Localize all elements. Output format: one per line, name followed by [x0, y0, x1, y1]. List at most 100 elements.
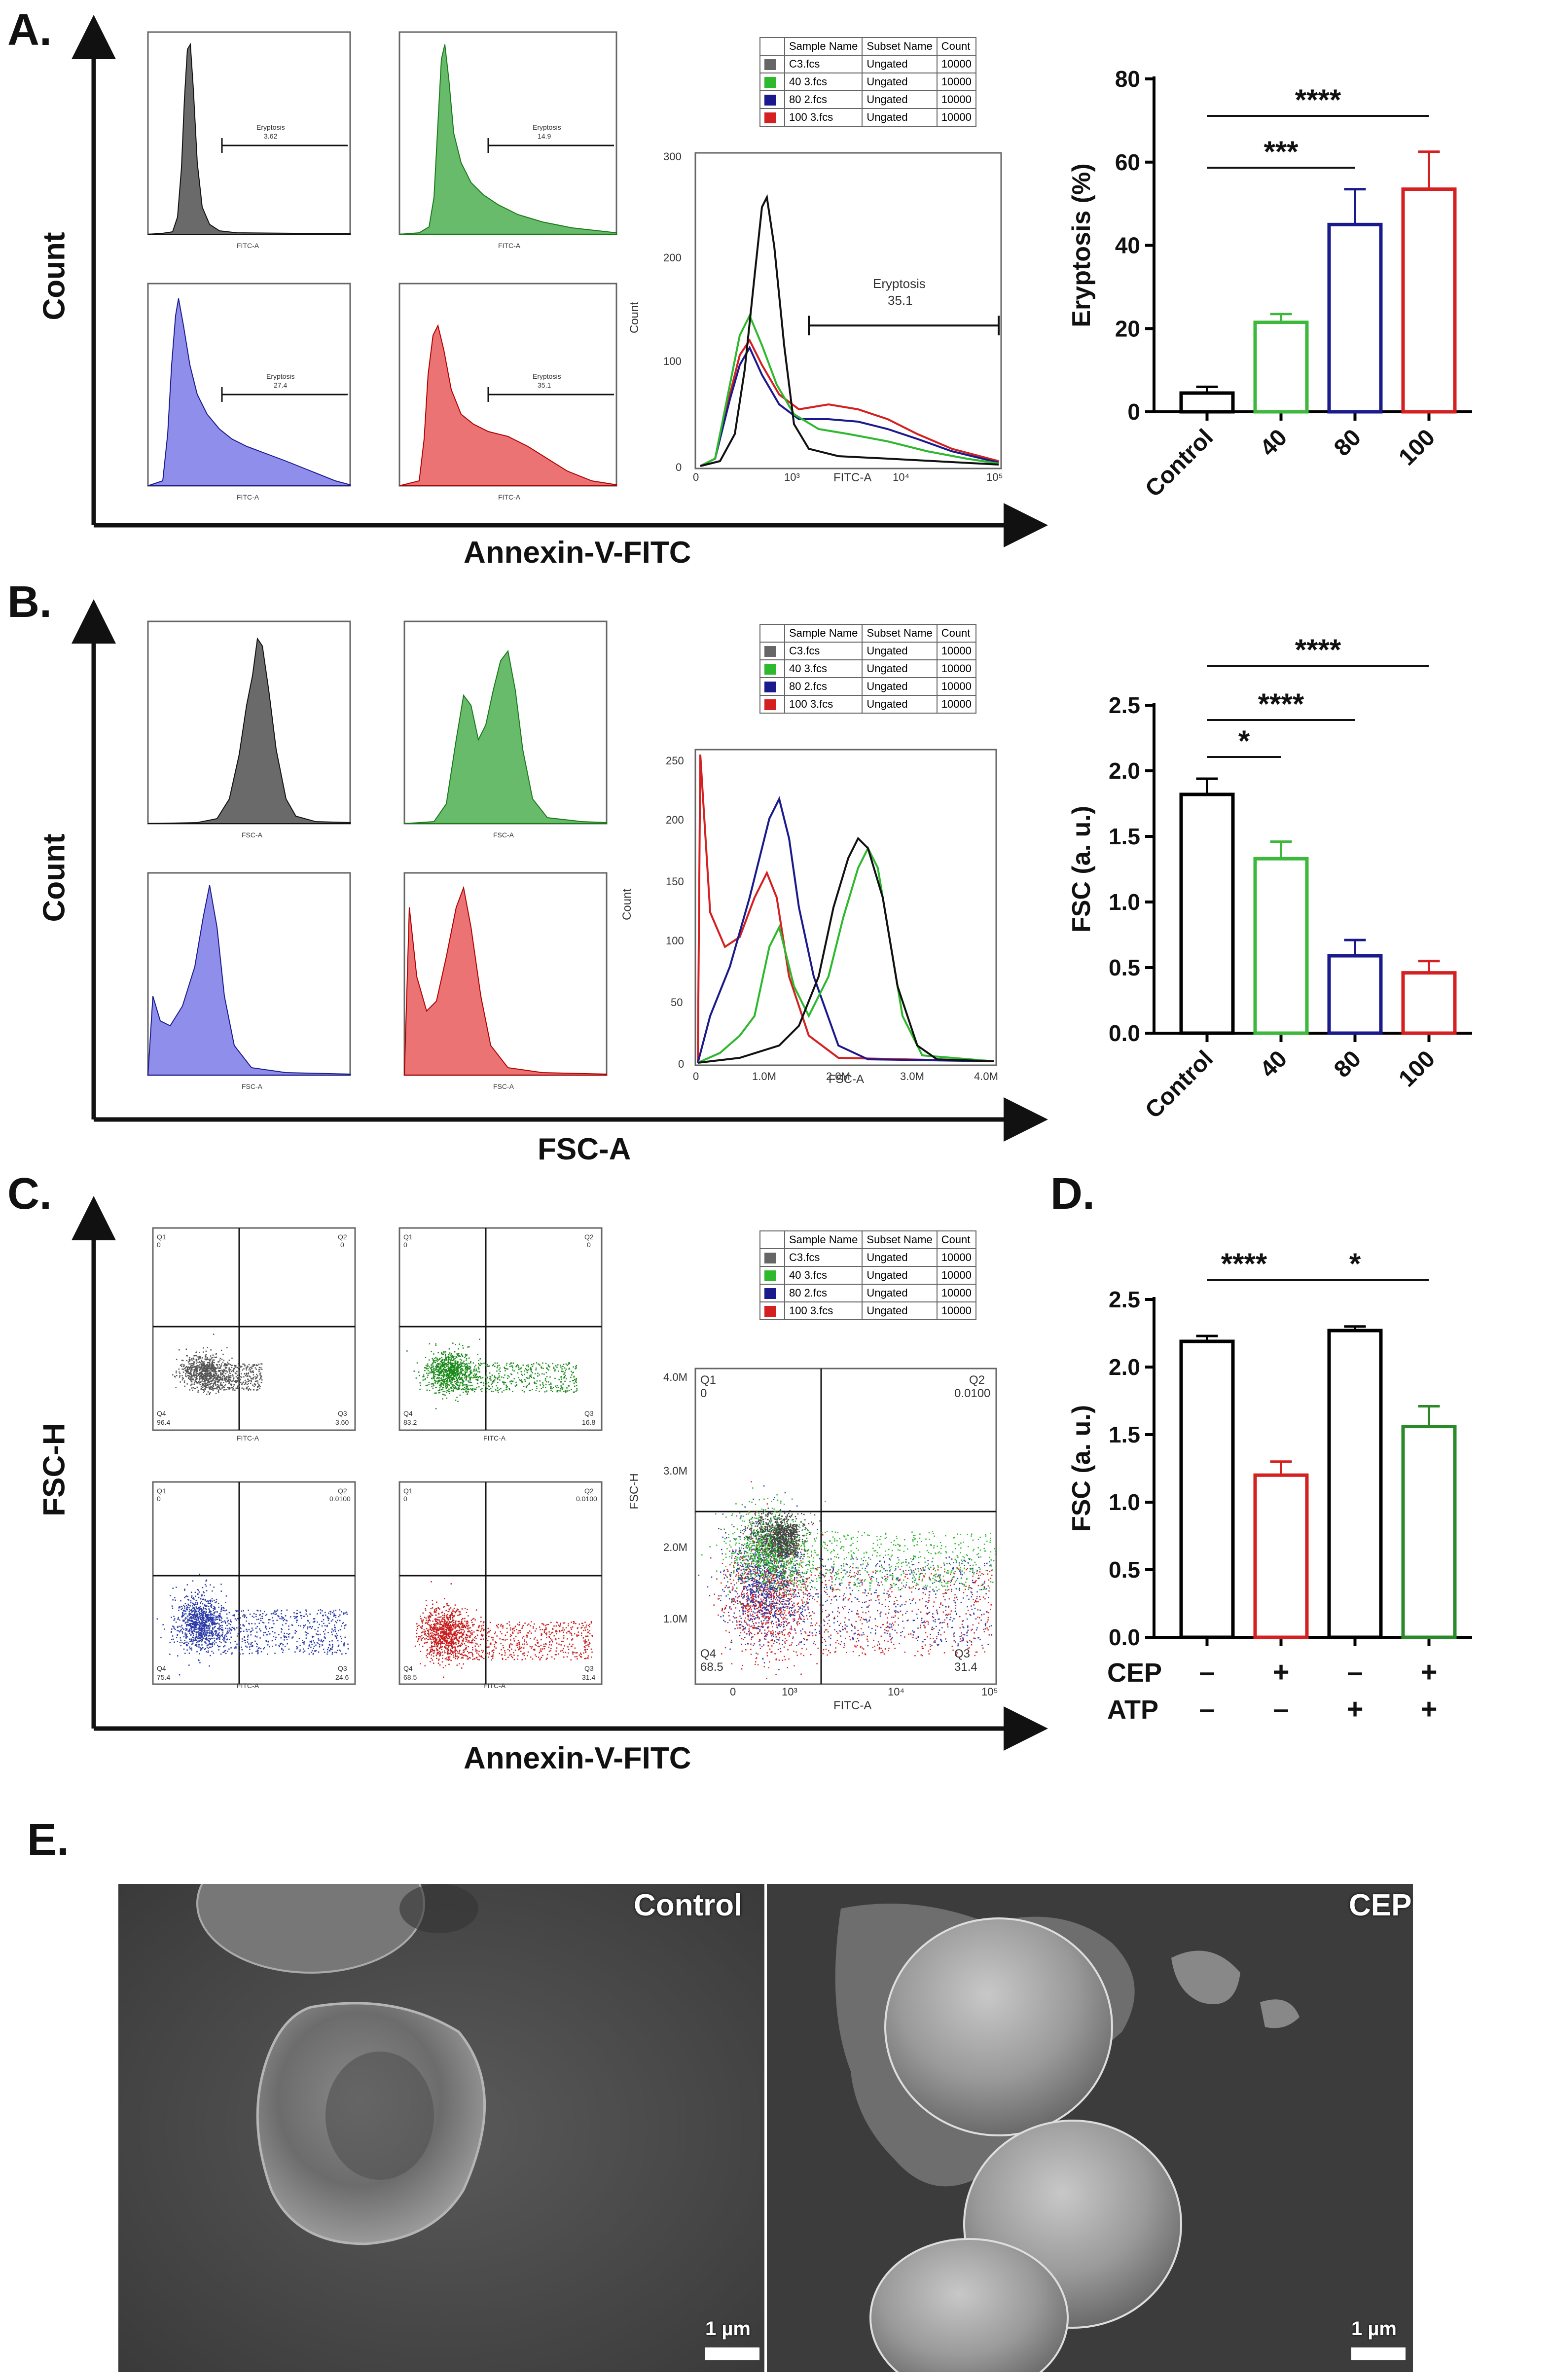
scatter-point — [563, 1364, 565, 1365]
scatter-point — [574, 1621, 575, 1623]
scatter-point — [281, 1618, 283, 1620]
scatter-point — [234, 1618, 236, 1620]
hist-a-gray — [147, 31, 351, 235]
scatter-point — [327, 1647, 329, 1649]
scatter-point — [197, 1378, 198, 1380]
scatter-point — [427, 1363, 429, 1365]
scatter-point — [447, 1380, 448, 1382]
scatter-point — [475, 1368, 477, 1370]
scatter-point — [186, 1607, 188, 1609]
scatter-point — [477, 1376, 479, 1378]
scatter-point — [470, 1385, 471, 1386]
scatter-point — [442, 1632, 444, 1634]
scatter-point — [206, 1605, 208, 1607]
scatter-point — [192, 1616, 194, 1618]
scatter-point — [437, 1377, 439, 1379]
scatter-point — [468, 1346, 470, 1348]
scatter-point — [483, 1384, 485, 1386]
scatter-point — [465, 1355, 467, 1357]
scatter-point — [223, 1382, 224, 1383]
scatter-point — [576, 1381, 577, 1383]
scatter-point — [190, 1374, 192, 1376]
scatter-point — [318, 1639, 320, 1641]
scatter-point — [192, 1634, 194, 1636]
scatter-point — [213, 1364, 215, 1366]
scatter-point — [258, 1623, 260, 1624]
scatter-point — [433, 1628, 435, 1629]
scatter-point — [454, 1368, 455, 1370]
scatter-point — [436, 1653, 438, 1655]
scatter-point — [197, 1615, 199, 1617]
scatter-point — [298, 1637, 300, 1639]
scatter-point — [257, 1382, 259, 1384]
scatter-point — [284, 1646, 286, 1647]
scatter-point — [568, 1368, 570, 1370]
scatter-point — [199, 1612, 200, 1614]
scatter-point — [214, 1640, 216, 1642]
scatter-point — [233, 1627, 234, 1629]
scatter-point — [231, 1383, 233, 1385]
scatter-point — [188, 1614, 190, 1616]
scatter-point — [205, 1620, 206, 1622]
scatter-point — [191, 1383, 193, 1385]
scatter-point — [318, 1634, 319, 1635]
scatter-point — [199, 1626, 200, 1628]
scatter-point — [210, 1373, 212, 1375]
scatter-point — [193, 1626, 195, 1628]
scatter-point — [281, 1613, 282, 1615]
scatter-point — [455, 1625, 456, 1627]
scatter-point — [307, 1626, 309, 1628]
scatter-point — [469, 1637, 470, 1638]
scatter-point — [586, 1641, 587, 1643]
scatter-point — [205, 1623, 207, 1625]
scatter-point — [314, 1621, 315, 1623]
scatter-point — [335, 1617, 337, 1618]
scatter-point — [564, 1367, 566, 1369]
scatter-point — [203, 1389, 205, 1391]
scatter-point — [238, 1641, 240, 1643]
scatter-point — [436, 1649, 437, 1651]
scatter-point — [419, 1374, 420, 1376]
overlay-a-ytick-1: 100 — [663, 355, 682, 367]
scatter-point — [564, 1376, 565, 1377]
scatter-point — [205, 1383, 206, 1385]
scatter-point — [481, 1388, 483, 1389]
scatter-point — [563, 1648, 564, 1650]
scatter-point — [241, 1610, 243, 1612]
scatter-point — [261, 1369, 263, 1370]
scatter-point — [556, 1385, 558, 1386]
scatter-point — [190, 1626, 192, 1628]
scatter-point — [199, 1609, 200, 1611]
scatter-point — [183, 1648, 185, 1650]
scatter-point — [336, 1622, 337, 1623]
scatter-point — [463, 1347, 464, 1349]
scatter-point — [347, 1643, 349, 1645]
scatter-point — [193, 1372, 195, 1374]
scatter-point — [431, 1654, 433, 1656]
scatter-point — [438, 1392, 440, 1394]
scatter-point — [543, 1631, 545, 1633]
scatter-point — [466, 1375, 468, 1377]
scatter-point — [205, 1355, 206, 1357]
scatter-point — [331, 1648, 333, 1650]
scatter-point — [444, 1369, 446, 1370]
scatter-point — [486, 1370, 487, 1372]
scatter-point — [509, 1650, 510, 1652]
scatter-point — [205, 1372, 207, 1374]
scatter-point — [192, 1357, 194, 1359]
scatter-point — [441, 1379, 443, 1381]
scatter-point — [575, 1652, 577, 1654]
scatter-point — [204, 1620, 205, 1621]
scatter-point — [477, 1354, 479, 1355]
scatter-point — [435, 1625, 437, 1627]
scatter-point — [190, 1591, 192, 1593]
scatter-point — [239, 1631, 241, 1633]
scatter-point — [204, 1626, 206, 1628]
scatter-point — [233, 1368, 235, 1370]
scatter-point — [253, 1374, 254, 1376]
scatter-point — [527, 1624, 528, 1626]
scatter-point — [449, 1391, 451, 1393]
overlay-a-ytick-3: 300 — [663, 150, 682, 163]
scatter-point — [462, 1388, 464, 1389]
scatter-point — [441, 1632, 443, 1634]
